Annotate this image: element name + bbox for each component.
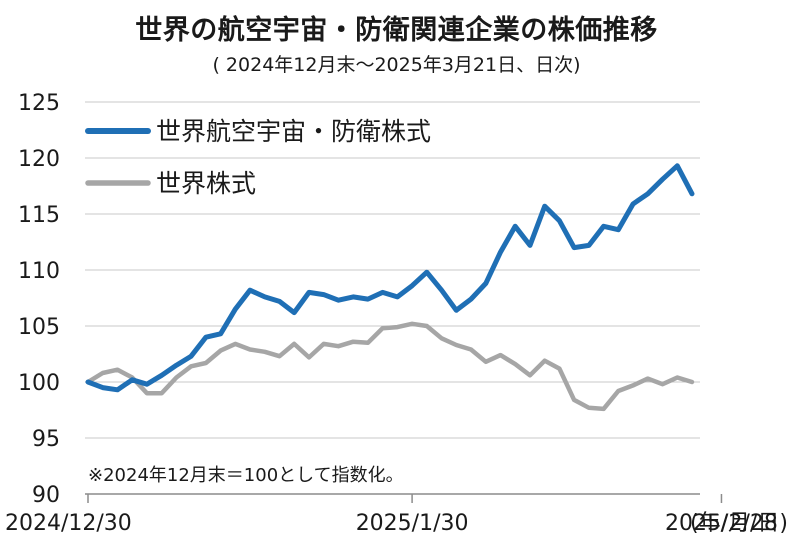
x-tick-label: 2024/12/30 — [5, 511, 132, 536]
y-tick-label: 125 — [18, 91, 60, 116]
y-tick-label: 110 — [18, 259, 60, 284]
y-tick-label: 90 — [32, 483, 60, 508]
series-line-0 — [85, 163, 695, 393]
y-tick-label: 100 — [18, 371, 60, 396]
chart-subtitle: ( 2024年12月末～2025年3月21日、日次) — [212, 54, 581, 76]
y-tick-label: 105 — [18, 315, 60, 340]
legend-label: 世界株式 — [156, 169, 256, 198]
legend-label: 世界航空宇宙・防衛株式 — [156, 117, 431, 146]
y-tick-label: 95 — [32, 427, 60, 452]
chart-footnote: ※2024年12月末＝100として指数化。 — [88, 465, 404, 486]
x-tick-label: 2025/2/28 — [665, 511, 778, 536]
y-tick-label: 120 — [18, 147, 60, 172]
x-axis-unit-label: (年/月/日) — [690, 511, 788, 536]
chart-title: 世界の航空宇宙・防衛関連企業の株価推移 — [135, 15, 658, 46]
y-tick-label: 115 — [18, 203, 60, 228]
x-tick-label: 2025/1/30 — [356, 511, 469, 536]
series-line-1 — [85, 321, 695, 412]
